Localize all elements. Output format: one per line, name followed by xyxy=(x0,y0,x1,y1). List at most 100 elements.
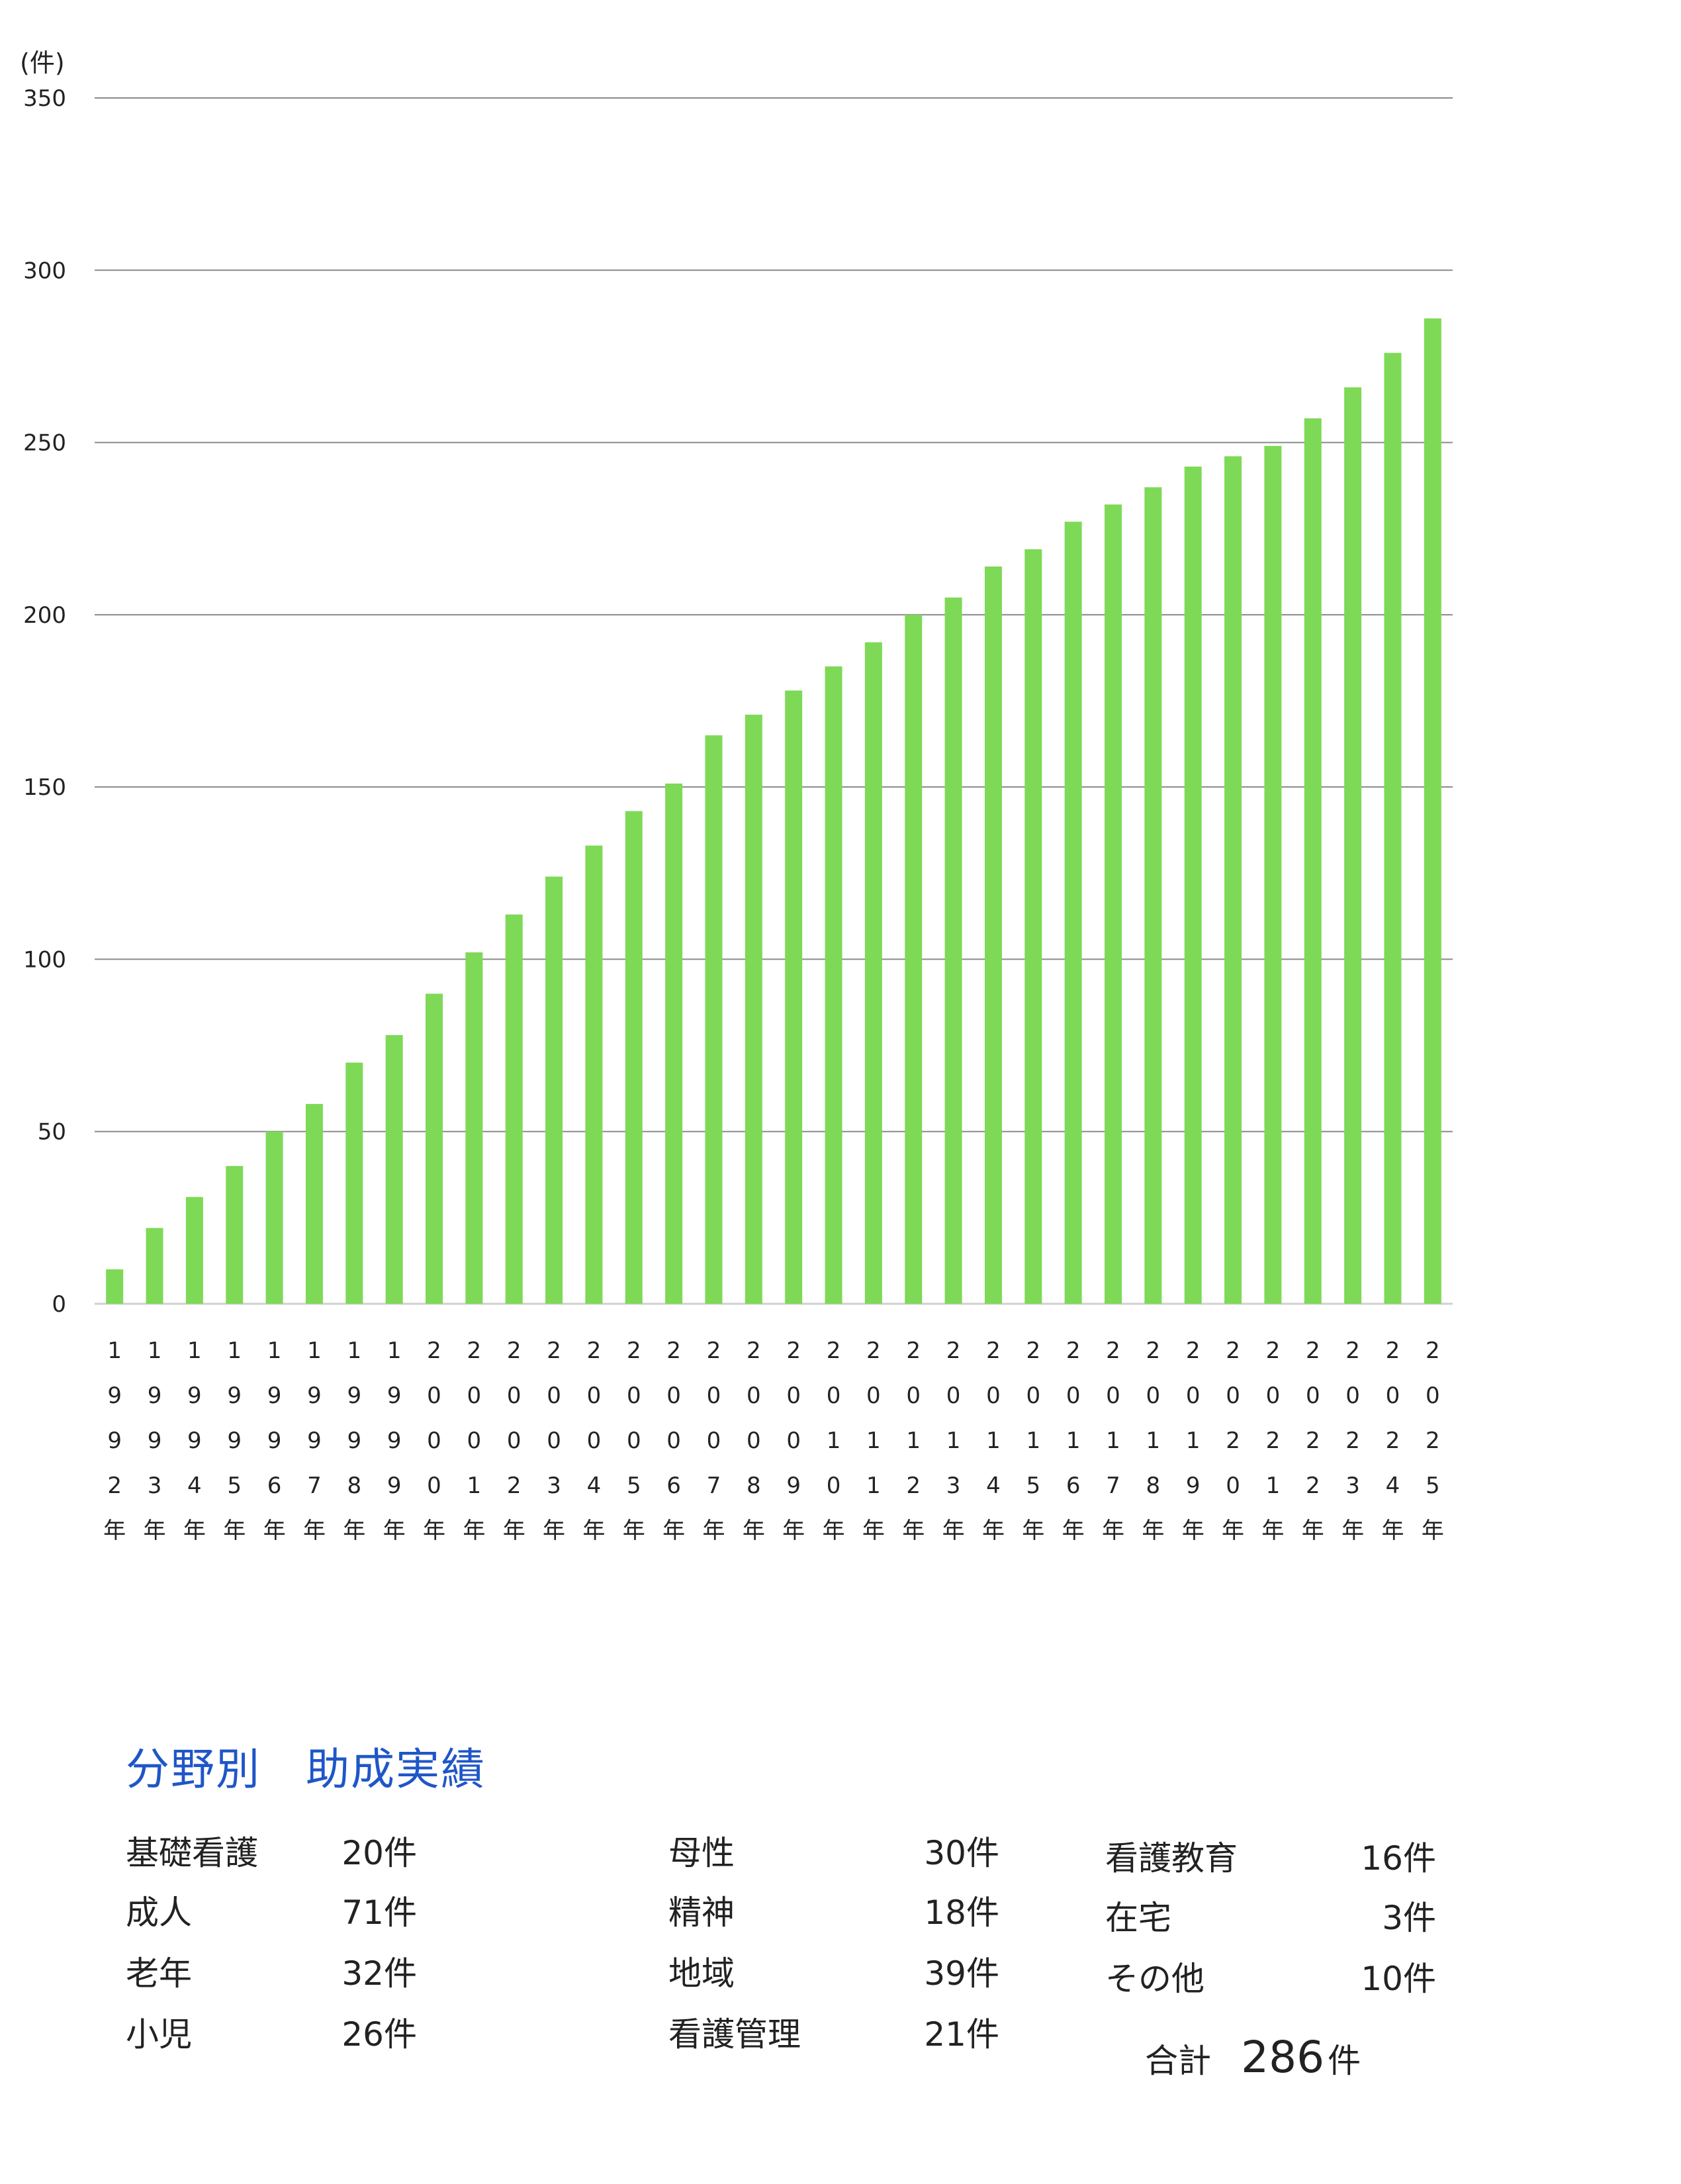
bar xyxy=(665,783,683,1304)
y-tick-label: 350 xyxy=(23,85,66,112)
y-tick-label: 0 xyxy=(52,1291,66,1318)
category-count: 20件 xyxy=(341,1834,417,1872)
category-item: 母性 30件 xyxy=(668,1827,999,1872)
bar xyxy=(265,1131,283,1304)
category-label: 看護管理 xyxy=(668,2015,801,2054)
y-tick-label: 150 xyxy=(23,774,66,801)
category-item: 看護管理 21件 xyxy=(668,2008,999,2054)
bar xyxy=(1224,456,1242,1304)
bar xyxy=(1144,487,1162,1304)
bar xyxy=(465,952,483,1304)
bar xyxy=(785,690,803,1304)
category-item: 地域 39件 xyxy=(668,1947,999,1993)
bar xyxy=(1024,549,1042,1304)
category-item: 老年 32件 xyxy=(126,1947,417,1993)
category-count: 18件 xyxy=(924,1893,999,1932)
bar xyxy=(745,714,762,1304)
category-item: 在宅 3件 xyxy=(1105,1891,1436,1937)
bar xyxy=(185,1197,203,1304)
y-tick-label: 250 xyxy=(23,430,66,457)
category-label: 基礎看護 xyxy=(126,1834,258,1872)
y-axis-ticks: 0 50 100 150 200 250 300 350 xyxy=(23,85,66,1318)
category-count: 32件 xyxy=(341,1954,417,1993)
bar xyxy=(905,614,923,1304)
category-count: 71件 xyxy=(341,1893,417,1932)
category-item: 精神 18件 xyxy=(668,1886,999,1932)
total-label: 合計 xyxy=(1145,2042,1211,2080)
category-label: 看護教育 xyxy=(1105,1839,1238,1878)
category-label: 精神 xyxy=(668,1893,735,1932)
category-label: 地域 xyxy=(668,1954,735,1993)
bar xyxy=(984,566,1002,1304)
category-count: 30件 xyxy=(924,1834,999,1872)
category-count: 16件 xyxy=(1361,1839,1436,1878)
category-count: 10件 xyxy=(1361,1960,1436,1998)
bar xyxy=(585,845,603,1304)
bar xyxy=(385,1034,403,1304)
category-label: 成人 xyxy=(126,1893,192,1932)
category-label: その他 xyxy=(1105,1960,1204,1998)
bar xyxy=(705,735,723,1304)
category-label: 在宅 xyxy=(1105,1899,1171,1937)
bar xyxy=(1424,318,1441,1304)
category-item: その他 10件 xyxy=(1105,1952,1436,1998)
y-tick-label: 100 xyxy=(23,946,66,973)
bar xyxy=(1344,387,1362,1304)
bar xyxy=(864,642,882,1304)
category-item: 小児 26件 xyxy=(126,2008,417,2054)
y-tick-label: 300 xyxy=(23,257,66,284)
bar xyxy=(106,1269,124,1304)
bar xyxy=(426,993,443,1304)
category-count: 26件 xyxy=(341,2015,417,2054)
bar xyxy=(1264,445,1282,1304)
total-unit: 件 xyxy=(1328,2042,1361,2080)
bar xyxy=(625,811,643,1304)
category-label: 母性 xyxy=(668,1834,735,1872)
bar xyxy=(505,914,523,1304)
y-tick-label: 50 xyxy=(38,1119,66,1146)
bar xyxy=(146,1228,163,1304)
field-summary: 分野別 助成実績 基礎看護 20件成人 71件老年 32件小児 26件 母性 30件精神 18… xyxy=(126,1734,1449,2131)
summary-title: 分野別 助成実績 xyxy=(126,1744,486,1795)
y-tick-label: 200 xyxy=(23,602,66,629)
category-label: 老年 xyxy=(126,1954,192,1993)
category-count: 21件 xyxy=(924,2015,999,2054)
total-value: 286 xyxy=(1241,2032,1325,2083)
x-axis-ticks: 1 9 9 2 年 1 9 9 3 年 1 9 9 4 年 1 9 9 5 年 1 9 9 6 年 1 9 9 7 年 1 9 9 8 年 1 9 9 9 年… xyxy=(103,1338,1444,1544)
bar xyxy=(345,1062,363,1304)
bar xyxy=(1384,353,1402,1304)
bar xyxy=(825,666,842,1304)
total: 合計 286 件 xyxy=(1145,2032,1361,2083)
bar xyxy=(1064,522,1082,1304)
category-label: 小児 xyxy=(126,2015,192,2054)
category-count: 39件 xyxy=(924,1954,999,1993)
